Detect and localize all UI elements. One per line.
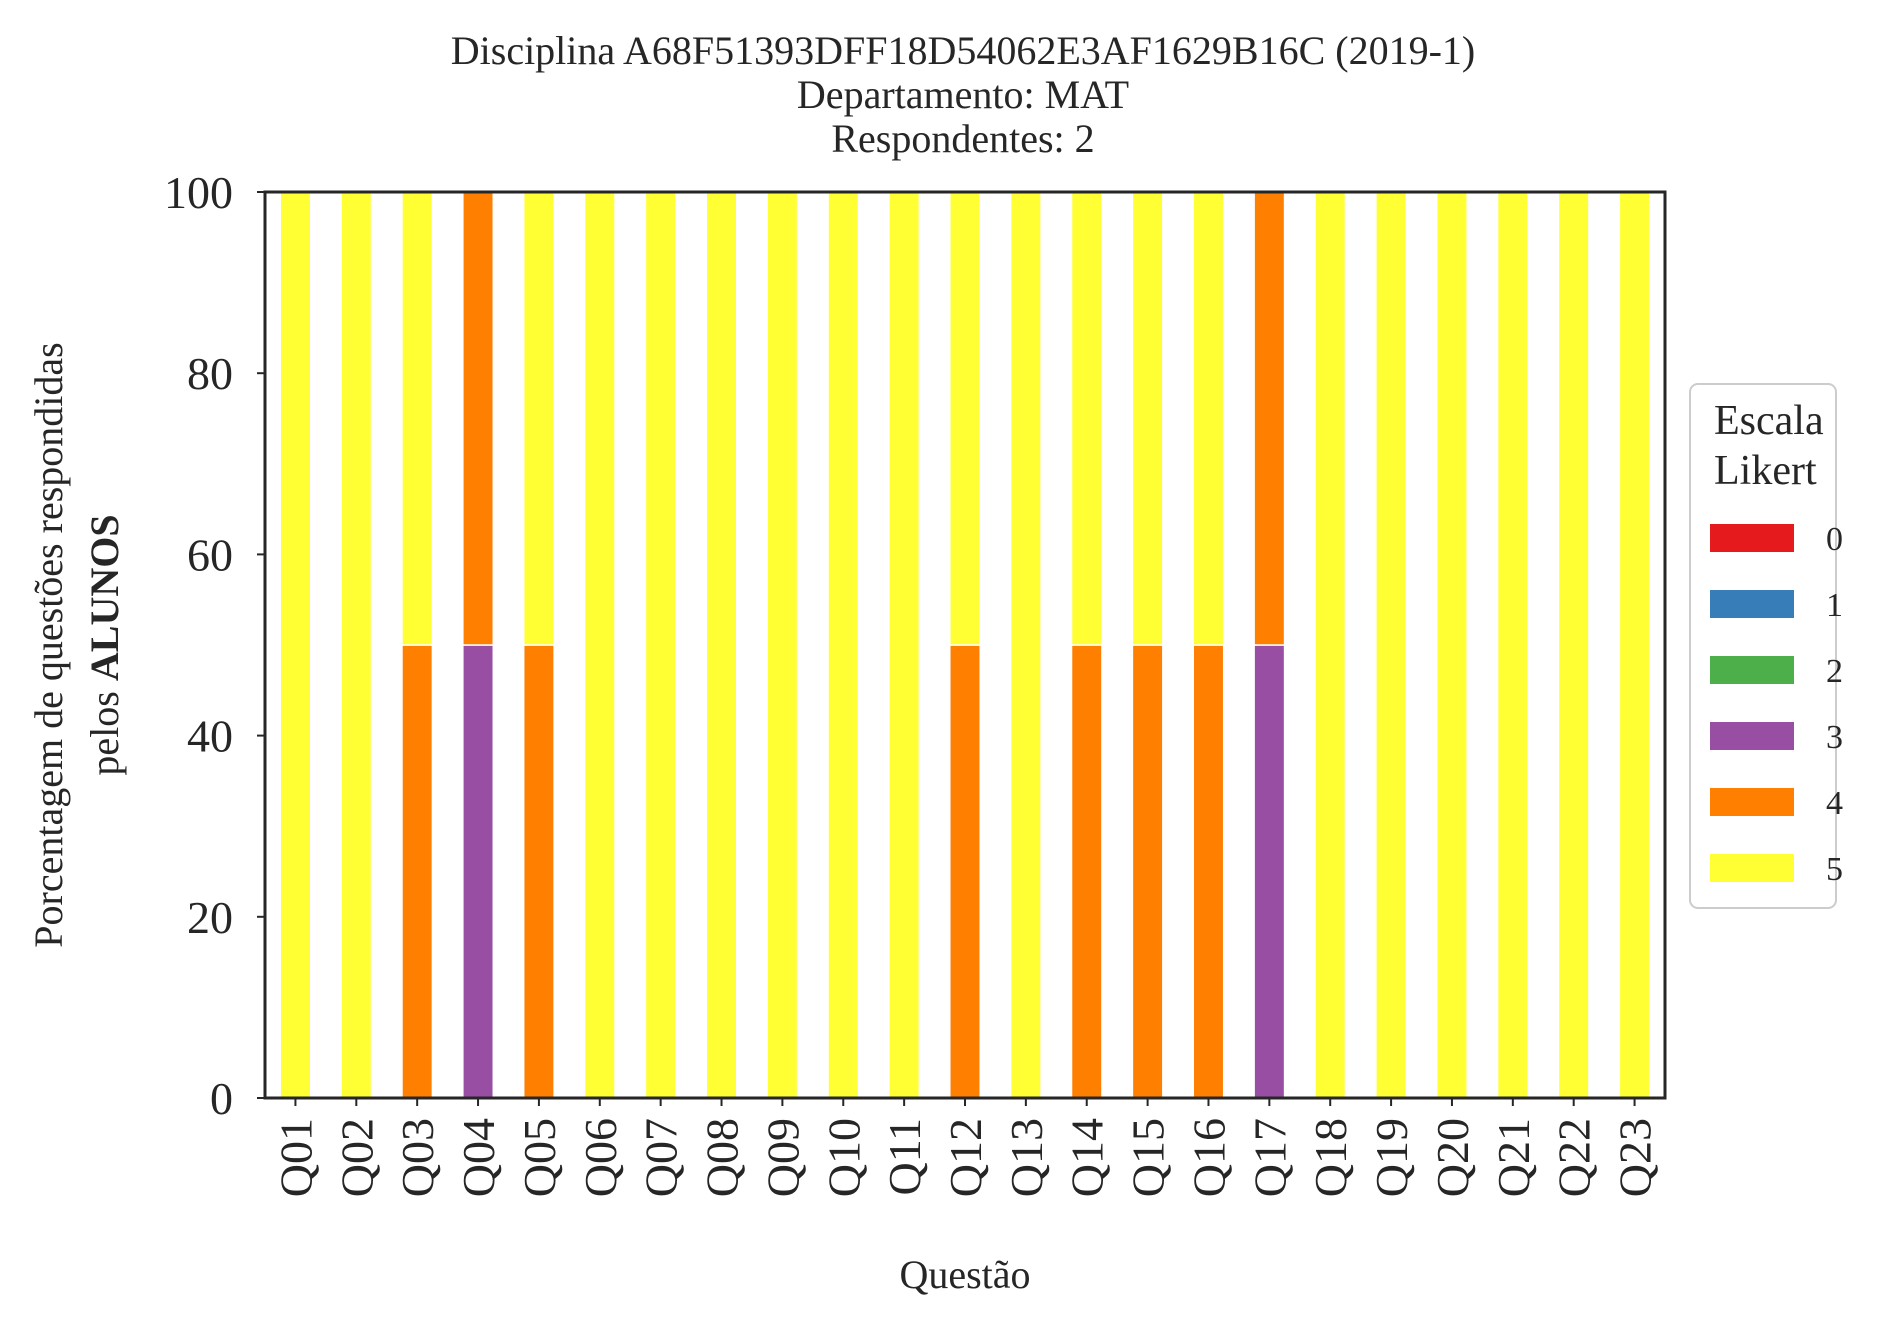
x-tick-label: Q21 — [1488, 1118, 1539, 1197]
x-tick-label: Q04 — [453, 1118, 504, 1197]
bar-segment — [340, 191, 373, 1099]
x-axis-label: Questão — [899, 1252, 1030, 1297]
y-tick-label: 100 — [164, 167, 233, 218]
legend-label: 4 — [1826, 785, 1843, 822]
x-tick-label: Q20 — [1427, 1118, 1478, 1197]
bar-segment — [888, 191, 921, 1099]
bar-segment — [1253, 644, 1286, 1099]
legend-swatch — [1710, 656, 1794, 684]
legend-title: Likert — [1714, 448, 1817, 494]
x-tick-label: Q02 — [331, 1118, 382, 1197]
y-tick-label: 0 — [210, 1073, 233, 1124]
x-tick-label: Q18 — [1305, 1118, 1356, 1197]
bar-segment — [462, 644, 495, 1099]
bar-segment — [1253, 191, 1286, 646]
chart-title-line: Disciplina A68F51393DFF18D54062E3AF1629B… — [451, 28, 1476, 73]
legend-swatch — [1710, 524, 1794, 552]
bar-segment — [949, 644, 981, 1099]
x-tick-label: Q15 — [1123, 1118, 1174, 1197]
x-tick-label: Q05 — [514, 1118, 565, 1197]
bar-segment — [1009, 191, 1042, 1099]
legend-label: 0 — [1826, 521, 1843, 558]
y-tick-label: 60 — [187, 529, 233, 580]
y-tick-label: 80 — [187, 348, 233, 399]
legend-swatch — [1710, 788, 1794, 816]
bar-segment — [1618, 191, 1651, 1099]
bars — [279, 191, 1651, 1099]
bar-segment — [1557, 191, 1590, 1099]
bar-segment — [1375, 191, 1408, 1099]
x-tick-label: Q11 — [879, 1118, 930, 1196]
bar-segment — [827, 191, 860, 1099]
y-axis-label-line2: pelos ALUNOS — [82, 514, 127, 775]
bar-segment — [1070, 191, 1103, 646]
legend-swatch — [1710, 854, 1794, 882]
y-tick-label: 40 — [187, 711, 233, 762]
legend-label: 5 — [1826, 851, 1843, 888]
bar-segment — [1435, 191, 1468, 1099]
bar-segment — [522, 191, 555, 646]
x-tick-label: Q10 — [818, 1118, 869, 1197]
bar-segment — [1070, 644, 1103, 1099]
x-tick-label: Q08 — [697, 1118, 748, 1197]
x-tick-label: Q16 — [1183, 1118, 1234, 1197]
x-tick-label: Q06 — [575, 1118, 626, 1197]
x-tick-label: Q12 — [940, 1118, 991, 1197]
legend-box — [1689, 383, 1837, 909]
x-tick-label: Q14 — [1062, 1118, 1113, 1197]
bar-segment — [949, 191, 981, 646]
legend-title: Escala — [1714, 398, 1824, 444]
bar-segment — [401, 644, 434, 1099]
bar-segment — [1314, 191, 1347, 1099]
legend-swatch — [1710, 590, 1794, 618]
bar-segment — [1496, 191, 1529, 1099]
y-tick-label: 20 — [187, 892, 233, 943]
x-tick-label: Q03 — [392, 1118, 443, 1197]
x-tick-label: Q13 — [1001, 1118, 1052, 1197]
x-tick-label: Q09 — [757, 1118, 808, 1197]
x-tick-label: Q22 — [1549, 1118, 1600, 1197]
bar-segment — [522, 644, 555, 1099]
x-axis: Q01 Q02 Q03 Q04 Q05 Q06 Q07 Q08 Q09 Q10 Q11 Q12 Q13 Q… — [270, 1098, 1661, 1197]
legend-swatch — [1710, 722, 1794, 750]
bar-segment — [401, 191, 434, 646]
chart-title-line: Departamento: MAT — [797, 72, 1129, 117]
y-axis-label-line1: Porcentagem de questões respondidas — [26, 342, 71, 947]
chart-title: Disciplina A68F51393DFF18D54062E3AF1629B… — [451, 28, 1476, 161]
y-axis-label: Porcentagem de questões respondidas pelos… — [26, 342, 127, 947]
legend-label: 1 — [1826, 587, 1843, 624]
bar-segment — [1192, 644, 1225, 1099]
bar-segment — [462, 191, 495, 646]
bar-segment — [644, 191, 677, 1099]
x-tick-label: Q23 — [1610, 1118, 1661, 1197]
bar-segment — [705, 191, 738, 1099]
y-axis: 0 20 40 60 80 100 — [164, 167, 265, 1124]
bar-segment — [583, 191, 616, 1099]
bar-segment — [1131, 644, 1164, 1099]
legend-label: 3 — [1826, 719, 1843, 756]
legend-label: 2 — [1826, 653, 1843, 690]
bar-segment — [766, 191, 799, 1099]
bar-segment — [1192, 191, 1225, 646]
x-tick-label: Q19 — [1366, 1118, 1417, 1197]
x-tick-label: Q17 — [1244, 1118, 1295, 1197]
chart-title-line: Respondentes: 2 — [831, 116, 1094, 161]
x-tick-label: Q07 — [636, 1118, 687, 1197]
bar-segment — [279, 191, 312, 1099]
x-tick-label: Q01 — [270, 1118, 321, 1197]
bar-segment — [1131, 191, 1164, 646]
